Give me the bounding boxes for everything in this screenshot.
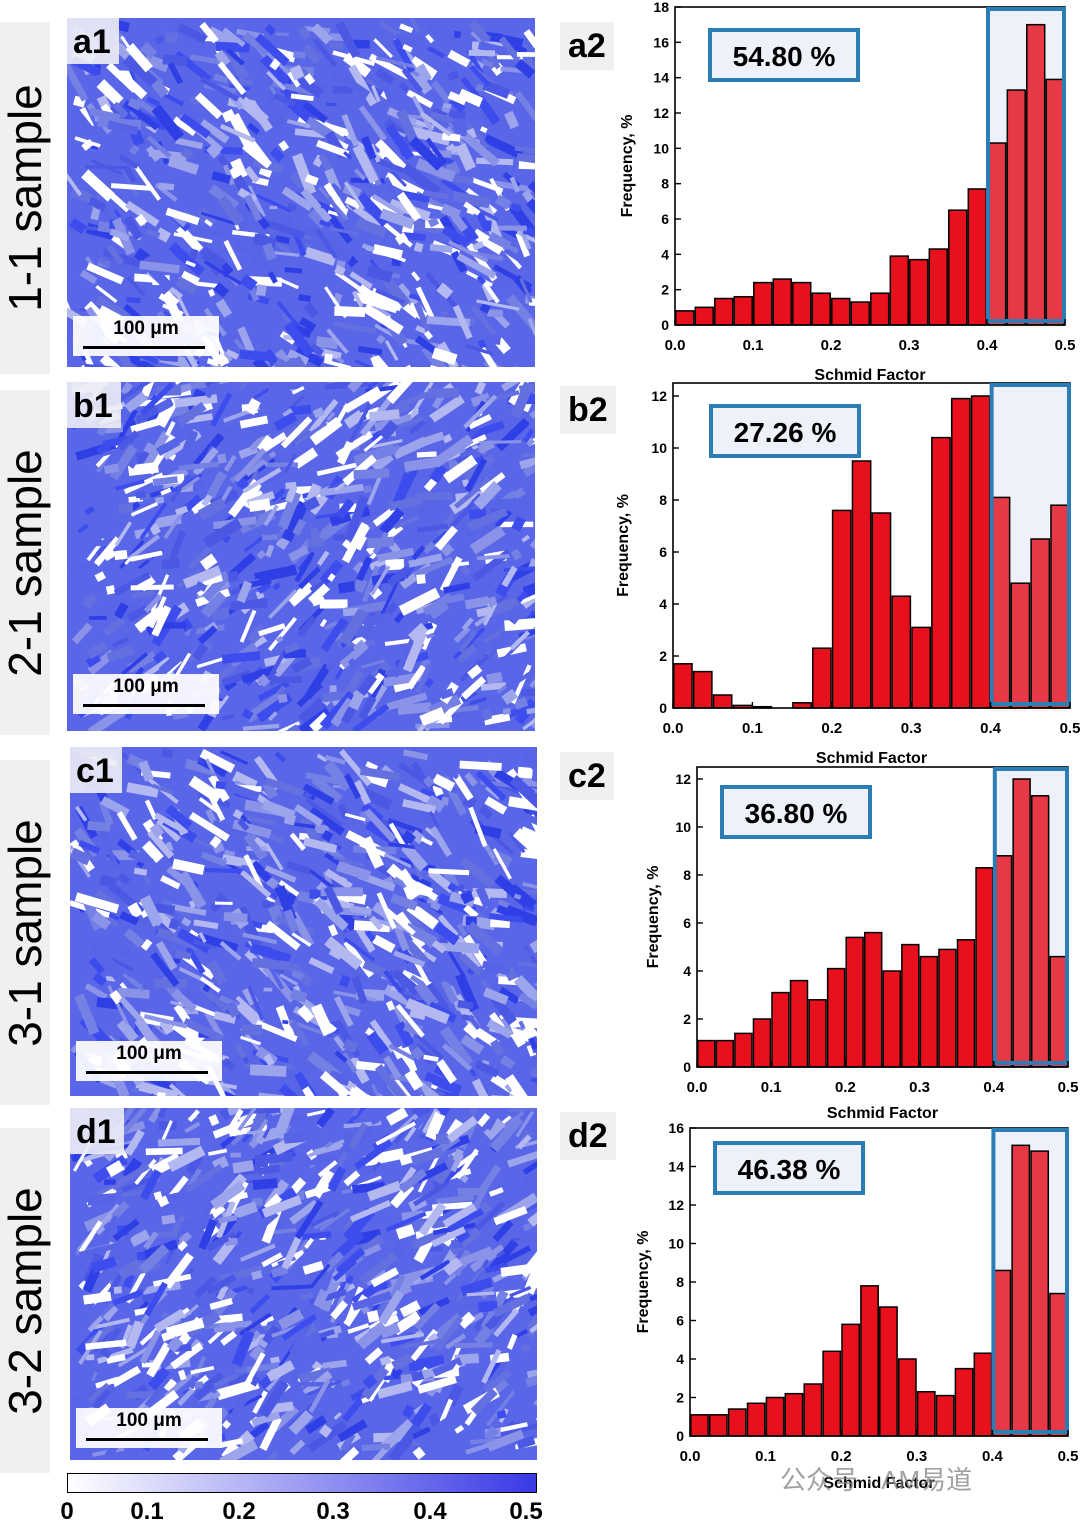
y-tick-label: 0 bbox=[676, 1428, 684, 1444]
y-tick-label: 2 bbox=[676, 1390, 684, 1406]
histogram-bar bbox=[823, 1351, 840, 1436]
histogram-bar bbox=[861, 1286, 878, 1436]
x-tick-label: 0.0 bbox=[680, 1448, 701, 1465]
histogram-bar bbox=[710, 1415, 727, 1436]
watermark: 公众号 · AM易道 bbox=[780, 1460, 972, 1497]
histogram-bar bbox=[1050, 1294, 1067, 1436]
colorbar-tick: 0.3 bbox=[316, 1498, 349, 1526]
histogram-bar bbox=[993, 1270, 1010, 1436]
histogram-bar bbox=[955, 1369, 972, 1436]
histogram-bar bbox=[766, 1398, 783, 1437]
histogram-bar bbox=[691, 1415, 708, 1436]
histogram-bar bbox=[785, 1394, 802, 1436]
y-tick-label: 4 bbox=[676, 1351, 684, 1367]
histogram-bar bbox=[729, 1409, 746, 1436]
histogram-bar bbox=[918, 1392, 935, 1436]
colorbar-tick: 0.5 bbox=[509, 1498, 542, 1526]
y-tick-label: 16 bbox=[668, 1120, 684, 1136]
y-axis-label: Frequency, % bbox=[635, 1231, 652, 1334]
histogram-bar bbox=[1012, 1145, 1029, 1436]
colorbar-tick: 0.2 bbox=[222, 1498, 255, 1526]
colorbar-ticks: 0 0.1 0.2 0.3 0.4 0.5 bbox=[0, 1498, 1080, 1524]
y-tick-label: 12 bbox=[668, 1197, 684, 1213]
x-tick-label: 0.5 bbox=[1058, 1448, 1079, 1465]
colorbar-tick: 0.1 bbox=[130, 1498, 163, 1526]
histogram-bar bbox=[1031, 1151, 1048, 1436]
colorbar bbox=[67, 1473, 537, 1493]
histogram-bar bbox=[899, 1359, 916, 1436]
histogram-bar bbox=[842, 1324, 859, 1436]
colorbar-tick: 0.4 bbox=[413, 1498, 446, 1526]
x-tick-label: 0.4 bbox=[982, 1448, 1004, 1465]
histogram-bar bbox=[804, 1384, 821, 1436]
y-tick-label: 6 bbox=[676, 1313, 684, 1329]
histogram-bar bbox=[748, 1403, 765, 1436]
percent-label: 46.38 % bbox=[738, 1154, 841, 1185]
histogram-bar bbox=[937, 1396, 954, 1436]
y-tick-label: 8 bbox=[676, 1274, 684, 1290]
x-tick-label: 0.1 bbox=[755, 1448, 776, 1465]
y-tick-label: 14 bbox=[668, 1159, 684, 1175]
histogram-bar bbox=[974, 1353, 991, 1436]
colorbar-tick: 0 bbox=[60, 1498, 73, 1526]
y-tick-label: 10 bbox=[668, 1236, 684, 1252]
histogram-bar bbox=[880, 1307, 897, 1436]
